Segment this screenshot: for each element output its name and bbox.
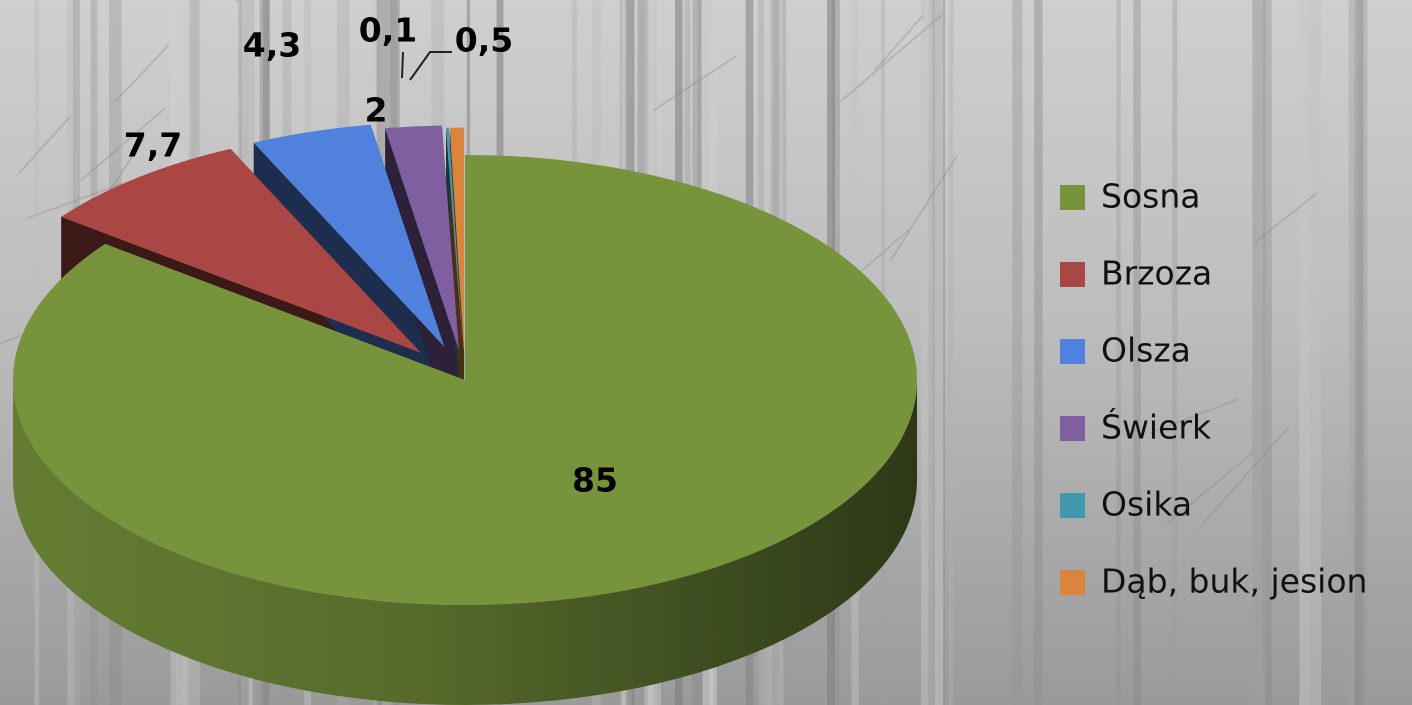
legend-label-5: Dąb, buk, jesion [1101, 562, 1367, 601]
data-label-1: 7,7 [124, 126, 182, 165]
pie-slice-olsza [253, 124, 445, 347]
pie-slice-sosna-rim [13, 380, 917, 705]
legend-swatch-4 [1060, 493, 1085, 518]
legend-label-3: Świerk [1101, 407, 1212, 447]
pie-slice-świerk [385, 125, 459, 351]
pie-slice-brzoza [61, 148, 422, 353]
data-label-3: 2 [365, 91, 388, 130]
legend-swatch-1 [1060, 262, 1085, 287]
legend-label-4: Osika [1101, 485, 1192, 524]
legend-label-1: Brzoza [1101, 254, 1212, 293]
legend-label-0: Sosna [1101, 177, 1200, 216]
leader-line-osika [401, 51, 404, 79]
legend-swatch-5 [1060, 570, 1085, 595]
data-label-0: 85 [572, 461, 618, 500]
data-label-4: 0,1 [359, 11, 417, 50]
legend-label-2: Olsza [1101, 331, 1191, 370]
data-label-5: 0,5 [455, 21, 513, 60]
pie-slice-dąb-buk-jesion [449, 127, 465, 353]
legend-swatch-3 [1060, 416, 1085, 441]
chart-legend: Sosna Brzoza Olsza Świerk Osika Dąb, buk, jes… [1060, 177, 1367, 601]
legend-swatch-2 [1060, 339, 1085, 364]
pie-slice-osika [445, 127, 464, 353]
pie-slice-sosna [13, 155, 918, 605]
legend-swatch-0 [1060, 185, 1085, 210]
leader-line-dab [409, 51, 452, 81]
data-label-2: 4,3 [243, 26, 301, 65]
